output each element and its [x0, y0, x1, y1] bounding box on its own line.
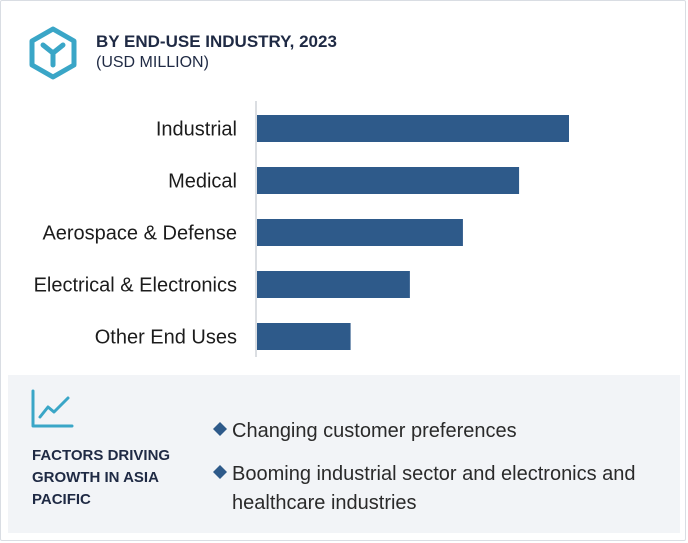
- factors-list: Changing customer preferences Booming in…: [213, 417, 673, 532]
- category-label: Electrical & Electronics: [34, 275, 237, 297]
- category-label: Medical: [168, 171, 237, 193]
- category-label: Aerospace & Defense: [42, 223, 237, 245]
- list-item: Changing customer preferences: [213, 417, 673, 446]
- factors-heading: FACTORS DRIVING GROWTH IN ASIA PACIFIC: [32, 447, 171, 508]
- category-label: Other End Uses: [95, 327, 237, 349]
- bar: [257, 219, 463, 246]
- diamond-bullet-icon: [213, 465, 227, 479]
- factor-text: Booming industrial sector and electronic…: [232, 463, 636, 514]
- bar-chart: Industrial Medical Aerospace & Defense Elec…: [34, 101, 569, 357]
- chart-subtitle: (USD MILLION): [96, 54, 209, 71]
- bar: [257, 167, 520, 194]
- bar: [257, 323, 351, 350]
- factors-panel: FACTORS DRIVING GROWTH IN ASIA PACIFIC C…: [8, 375, 680, 533]
- category-label: Industrial: [156, 119, 237, 141]
- list-item: Booming industrial sector and electronic…: [213, 460, 673, 518]
- factor-text: Changing customer preferences: [232, 420, 517, 442]
- chart-title: BY END-USE INDUSTRY, 2023: [96, 32, 337, 51]
- trend-line-chart-icon: [31, 389, 74, 428]
- bar: [257, 271, 410, 298]
- bar: [257, 115, 569, 142]
- diamond-bullet-icon: [213, 422, 227, 436]
- hexagon-y-logo-icon: [29, 26, 77, 80]
